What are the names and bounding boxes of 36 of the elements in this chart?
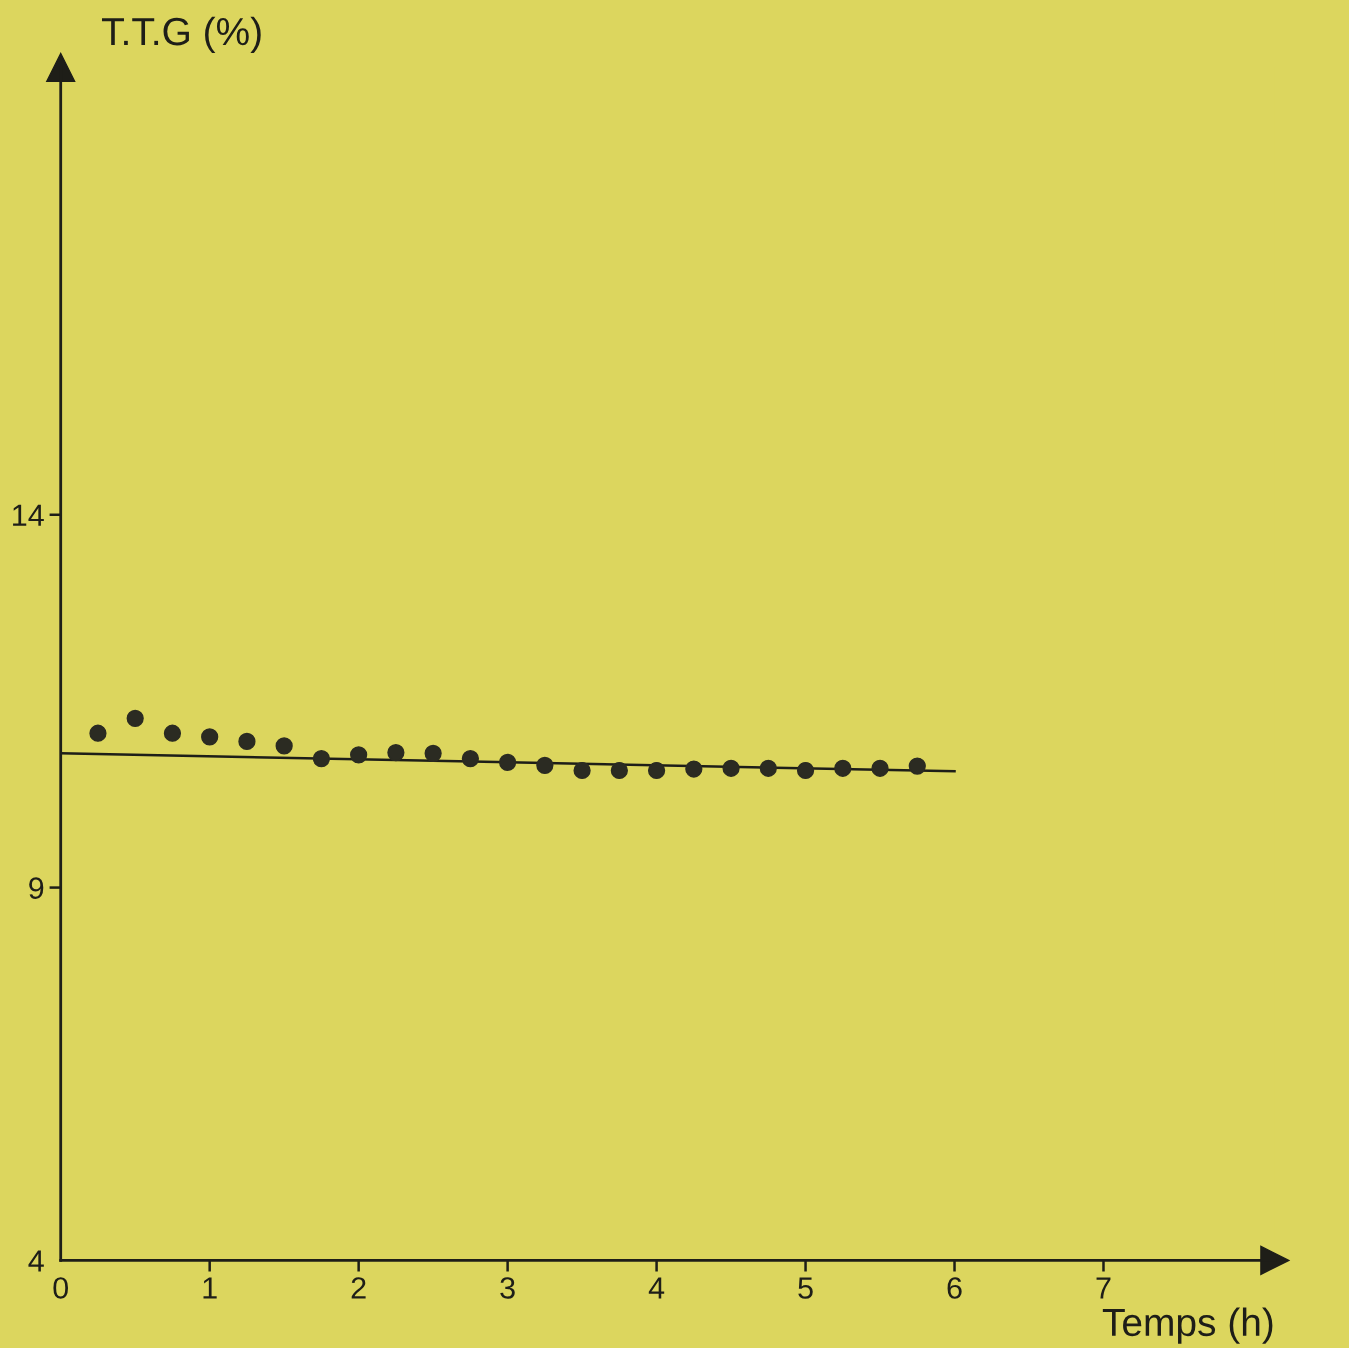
x-tick-label: 2 (351, 1277, 366, 1299)
point (536, 756, 554, 774)
y-tick-label: 4 (28, 1250, 44, 1272)
point (610, 761, 628, 780)
point (126, 709, 144, 727)
point (796, 761, 815, 780)
x-tick-label: 0 (53, 1277, 69, 1299)
y-tick-label: 14 (13, 504, 44, 526)
point (201, 728, 219, 746)
point (461, 749, 479, 768)
x-axis-title: Temps (h) (1102, 1307, 1273, 1344)
point (647, 761, 666, 780)
point (275, 737, 293, 755)
y-tick-label: 9 (29, 877, 44, 899)
point (498, 753, 517, 771)
point (387, 744, 405, 762)
point (238, 732, 256, 751)
y-axis-title: T.T.G (%) (101, 16, 261, 54)
point (350, 746, 368, 764)
point (163, 724, 182, 742)
x-tick-label: 3 (500, 1277, 515, 1299)
x-tick-label: 7 (1096, 1277, 1111, 1299)
point (685, 760, 703, 778)
point (871, 759, 889, 777)
point (424, 744, 442, 762)
point (834, 759, 852, 777)
x-tick-label: 4 (648, 1277, 665, 1299)
point (89, 724, 107, 742)
point (312, 749, 331, 768)
point (759, 759, 777, 777)
x-tick-label: 5 (798, 1277, 813, 1299)
x-tick-label: 1 (203, 1277, 217, 1299)
point (908, 757, 926, 775)
point (573, 761, 591, 780)
x-tick-label: 6 (947, 1277, 962, 1299)
point (722, 759, 740, 777)
